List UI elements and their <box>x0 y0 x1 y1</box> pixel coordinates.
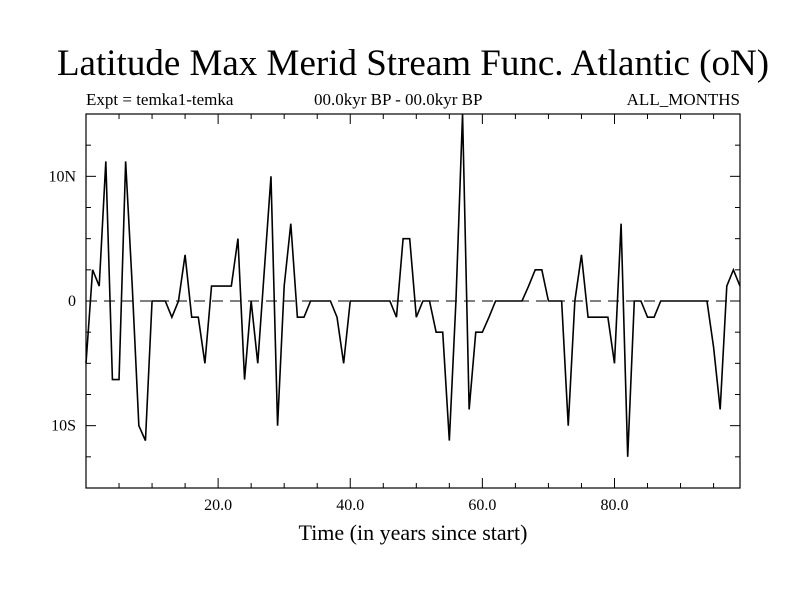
x-tick-label: 40.0 <box>336 497 364 514</box>
minor-ticks <box>86 114 740 488</box>
months-label: ALL_MONTHS <box>626 90 740 109</box>
x-tick-labels: 20.0 40.0 60.0 80.0 <box>204 497 628 514</box>
y-tick-label: 10N <box>48 168 76 185</box>
experiment-label: Expt = temka1-temka <box>86 90 234 109</box>
major-ticks <box>86 114 740 488</box>
period-label: 00.0kyr BP - 00.0kyr BP <box>314 90 483 109</box>
y-tick-label: 0 <box>68 293 76 310</box>
x-axis-label: Time (in years since start) <box>298 520 528 545</box>
chart-title: Latitude Max Merid Stream Func. Atlantic… <box>56 43 770 84</box>
x-tick-label: 60.0 <box>468 497 496 514</box>
x-tick-label: 20.0 <box>204 497 232 514</box>
series-line <box>85 113 741 457</box>
x-tick-label: 80.0 <box>600 497 628 514</box>
y-tick-labels: 10N 0 10S <box>48 168 76 434</box>
y-tick-label: 10S <box>51 418 76 435</box>
